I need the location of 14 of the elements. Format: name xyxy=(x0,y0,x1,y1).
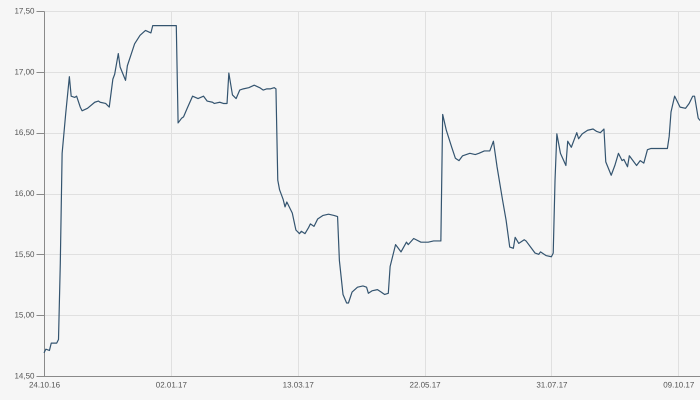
y-tick-label: 16,50 xyxy=(14,128,36,138)
x-tick-label: 31.07.17 xyxy=(536,380,568,390)
y-tick-label: 14,50 xyxy=(14,372,36,380)
x-tick-label: 02.01.17 xyxy=(156,380,188,390)
y-tick-label: 15,00 xyxy=(14,310,36,320)
x-tick-label: 09.10.17 xyxy=(663,380,695,390)
x-tick-label: 22.05.17 xyxy=(409,380,442,390)
line-series xyxy=(43,25,700,354)
x-tick-label: 24.10.16 xyxy=(28,380,61,390)
x-tick-label: 13.03.17 xyxy=(282,380,314,390)
y-tick-label: 17,50 xyxy=(14,6,36,16)
y-tick-label: 15,50 xyxy=(14,250,36,259)
y-tick-label: 17,00 xyxy=(14,67,36,76)
y-tick-label: 16,00 xyxy=(14,189,36,198)
